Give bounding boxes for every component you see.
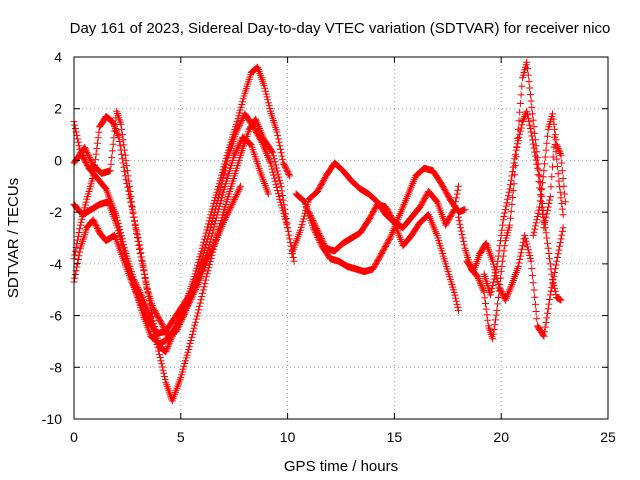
plot-area	[70, 58, 569, 405]
data-series	[480, 107, 567, 299]
data-series	[288, 159, 462, 257]
x-axis-label: GPS time / hours	[284, 458, 398, 475]
data-series	[529, 110, 569, 239]
plus-markers	[288, 159, 462, 257]
y-axis: -10 -8 -6 -4 -2 0 2 4	[42, 49, 608, 427]
data-series	[463, 224, 567, 340]
data-series	[305, 200, 462, 314]
data-series	[70, 115, 298, 405]
x-tick-label: 20	[493, 429, 509, 445]
data-series	[292, 164, 469, 276]
y-tick-label: -8	[50, 359, 63, 375]
y-tick-label: -10	[42, 411, 62, 427]
y-tick-label: -4	[50, 256, 63, 272]
y-tick-label: -2	[50, 204, 63, 220]
x-axis: 0 5 10 15 20 25	[70, 57, 616, 445]
plot-frame	[73, 56, 609, 420]
plus-markers	[463, 224, 567, 340]
plus-markers	[70, 115, 298, 405]
x-tick-label: 5	[177, 429, 185, 445]
y-tick-label: 2	[54, 101, 62, 117]
y-tick-label: 0	[54, 152, 62, 168]
y-axis-label: SDTVAR / TECUs	[5, 178, 22, 298]
x-tick-label: 10	[280, 429, 296, 445]
plus-markers	[305, 200, 462, 314]
x-tick-label: 25	[600, 429, 616, 445]
data-series	[70, 133, 272, 338]
chart-title: Day 161 of 2023, Sidereal Day-to-day VTE…	[70, 20, 611, 37]
plus-markers	[529, 110, 569, 239]
plus-markers	[70, 133, 272, 338]
x-tick-label: 0	[70, 429, 78, 445]
plus-markers	[480, 107, 567, 299]
plus-markers	[292, 164, 469, 276]
y-tick-label: -6	[50, 308, 63, 324]
y-tick-label: 4	[54, 49, 62, 65]
x-tick-label: 15	[387, 429, 403, 445]
